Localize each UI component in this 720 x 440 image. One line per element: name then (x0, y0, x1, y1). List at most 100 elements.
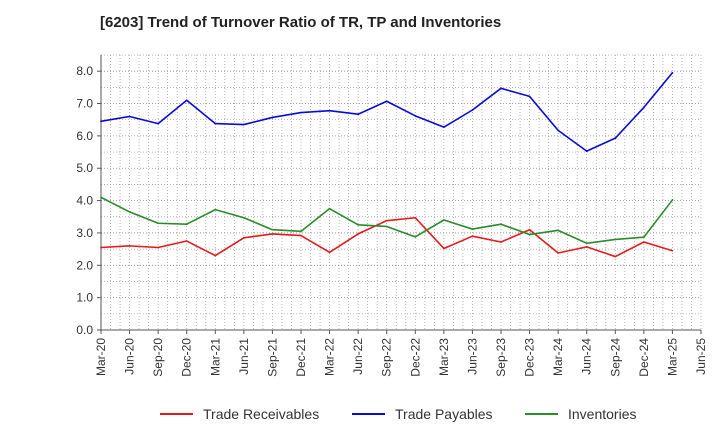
data-point (642, 106, 645, 109)
data-point (357, 113, 360, 116)
data-point (271, 116, 274, 119)
data-point (614, 238, 617, 241)
data-point (585, 150, 588, 152)
x-tick-label: Jun-22 (351, 338, 365, 375)
x-tick-label: Dec-24 (637, 338, 651, 377)
data-point (242, 123, 245, 126)
legend-label: Inventories (568, 406, 636, 422)
data-point (185, 223, 188, 226)
x-tick-label: Jun-21 (237, 338, 251, 375)
data-point (214, 208, 217, 211)
data-point (300, 230, 302, 233)
x-tick-label: Dec-21 (294, 338, 308, 377)
data-point (442, 219, 445, 221)
data-point (414, 216, 417, 219)
x-tick-label: Jun-24 (580, 338, 594, 375)
data-point (128, 211, 131, 213)
plot-area (101, 55, 701, 330)
data-point (414, 114, 417, 117)
data-point (471, 109, 474, 111)
data-point (157, 246, 160, 249)
data-point (528, 228, 531, 231)
data-point (642, 236, 645, 239)
data-point (328, 207, 331, 210)
data-point (128, 115, 131, 118)
data-point (614, 255, 617, 258)
data-point (242, 236, 245, 239)
data-point (157, 122, 160, 125)
data-point (442, 247, 445, 250)
data-point (385, 225, 388, 228)
x-tick-label: Mar-23 (437, 338, 451, 376)
data-point (500, 241, 502, 243)
data-point (185, 240, 188, 242)
data-point (328, 251, 331, 254)
data-point (214, 122, 217, 125)
legend-label: Trade Payables (395, 406, 493, 422)
data-point (614, 137, 617, 140)
data-point (357, 233, 360, 235)
data-point (100, 196, 102, 199)
data-point (300, 111, 302, 114)
data-point (500, 223, 502, 226)
data-point (414, 235, 417, 238)
data-point (128, 244, 131, 247)
x-tick-label: Dec-22 (408, 338, 422, 377)
data-point (100, 246, 102, 249)
y-tick-label: 0.0 (76, 323, 93, 337)
data-point (557, 229, 560, 232)
data-point (185, 99, 188, 102)
data-point (471, 228, 474, 230)
data-point (357, 223, 360, 226)
data-point (385, 100, 388, 103)
data-point (214, 254, 217, 257)
data-point (385, 219, 388, 222)
x-tick-label: Sep-23 (494, 338, 508, 377)
x-tick-label: Jun-25 (694, 338, 708, 375)
y-tick-label: 2.0 (76, 258, 93, 272)
data-point (585, 245, 588, 248)
data-point (100, 120, 102, 123)
x-tick-label: Mar-20 (94, 338, 108, 376)
y-tick-label: 5.0 (76, 161, 93, 175)
data-point (442, 126, 445, 129)
x-tick-label: Sep-22 (380, 338, 394, 377)
data-point (271, 228, 274, 231)
x-tick-label: Mar-22 (323, 338, 337, 376)
y-tick-label: 6.0 (76, 129, 93, 143)
chart-title: [6203] Trend of Turnover Ratio of TR, TP… (100, 14, 502, 31)
x-tick-label: Mar-25 (665, 338, 679, 376)
data-point (671, 199, 674, 201)
y-tick-label: 4.0 (76, 194, 93, 208)
x-tick-label: Sep-24 (608, 338, 622, 377)
series-layer (100, 71, 674, 258)
data-point (528, 95, 531, 98)
data-point (557, 129, 560, 132)
x-tick-label: Jun-23 (465, 338, 479, 375)
data-point (557, 252, 560, 254)
x-tick-label: Mar-24 (551, 338, 565, 376)
x-tick-label: Dec-20 (180, 338, 194, 377)
legend: Trade Receivables Trade Payables Inventori… (160, 406, 636, 422)
data-point (328, 109, 331, 112)
data-point (642, 241, 645, 243)
data-point (471, 235, 474, 238)
data-point (528, 233, 531, 236)
data-point (671, 71, 674, 74)
data-point (157, 222, 160, 225)
x-tick-label: Sep-20 (151, 338, 165, 377)
x-tick-label: Mar-21 (208, 338, 222, 376)
y-tick-label: 7.0 (76, 97, 93, 111)
y-tick-label: 8.0 (76, 64, 93, 78)
data-point (271, 233, 274, 235)
x-tick-label: Sep-21 (265, 338, 279, 377)
grid-layer (100, 54, 702, 331)
data-point (585, 242, 588, 245)
x-tick-label: Dec-23 (523, 338, 537, 377)
y-tick-label: 1.0 (76, 291, 93, 305)
data-point (671, 249, 674, 252)
data-point (300, 234, 302, 237)
data-point (242, 216, 245, 219)
legend-label: Trade Receivables (203, 406, 319, 422)
